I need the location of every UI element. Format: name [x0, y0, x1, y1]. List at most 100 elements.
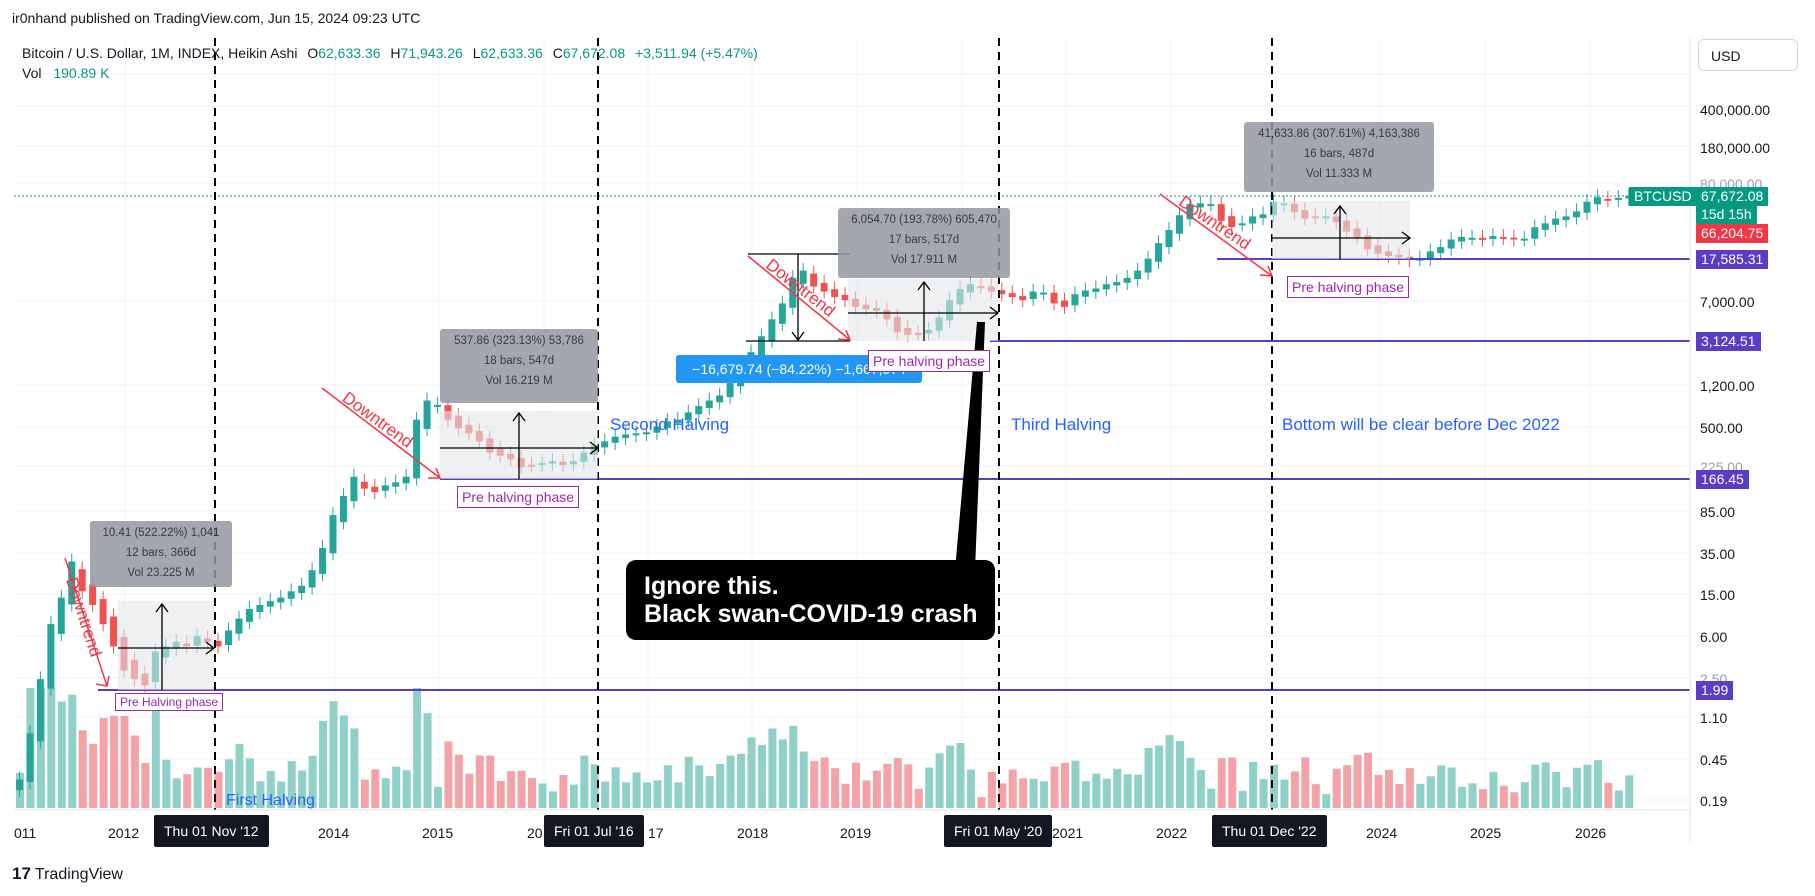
candle-body[interactable] [1217, 204, 1225, 221]
candle-body[interactable] [632, 433, 640, 436]
candle-body[interactable] [1029, 291, 1037, 300]
candle-body[interactable] [266, 601, 274, 607]
bottom-note-label[interactable]: Bottom will be clear before Dec 2022 [1282, 415, 1560, 434]
candle-body[interactable] [1604, 198, 1612, 201]
candle-body[interactable] [695, 406, 703, 415]
candle-body[interactable] [329, 515, 337, 554]
candle-body[interactable] [308, 570, 316, 588]
candle-body[interactable] [1228, 216, 1236, 228]
symbol-title[interactable]: Bitcoin / U.S. Dollar, 1M, INDEX, Heikin… [22, 45, 298, 61]
candle-body[interactable] [1458, 236, 1466, 242]
candle-body[interactable] [1489, 236, 1497, 240]
candle-body[interactable] [831, 289, 839, 298]
candle-body[interactable] [256, 604, 264, 612]
candle-body[interactable] [381, 485, 389, 491]
symbol-price-tag[interactable]: BTCUSD [1629, 187, 1697, 206]
candle-body[interactable] [1175, 215, 1183, 234]
candle-body[interactable] [1008, 293, 1016, 298]
candle-body[interactable] [214, 640, 222, 647]
candle-body[interactable] [350, 476, 358, 502]
candle-body[interactable] [1499, 236, 1507, 239]
candle-body[interactable] [1562, 216, 1570, 221]
candle-body[interactable] [26, 733, 34, 783]
measure-box-1[interactable]: 10.41 (522.22%) 1,041 12 bars, 366d Vol … [90, 521, 232, 587]
candle-body[interactable] [434, 404, 441, 407]
level-tag-3124[interactable]: 3,124.51 [1696, 332, 1761, 351]
candle-body[interactable] [601, 441, 609, 448]
candle-body[interactable] [1552, 218, 1560, 225]
candle-body[interactable] [68, 561, 76, 605]
candle-body[interactable] [705, 400, 713, 409]
candle-body[interactable] [1186, 204, 1194, 220]
level-tag-17585[interactable]: 17,585.31 [1696, 250, 1769, 269]
candle-body[interactable] [1144, 258, 1152, 273]
candle-body[interactable] [360, 481, 368, 489]
candle-body[interactable] [1249, 216, 1257, 224]
candle-body[interactable] [339, 495, 347, 523]
candle-body[interactable] [1165, 230, 1173, 248]
candle-body[interactable] [684, 412, 692, 421]
candle-body[interactable] [57, 597, 65, 634]
range-shade-4[interactable] [1272, 201, 1410, 259]
volume-legend[interactable]: Vol 190.89 K [22, 65, 109, 81]
pre-halving-label-4[interactable]: Pre halving phase [1287, 276, 1410, 298]
candle-body[interactable] [820, 282, 828, 292]
currency-button[interactable]: USD [1698, 39, 1798, 71]
candle-body[interactable] [810, 273, 818, 287]
candle-body[interactable] [663, 421, 671, 428]
candle-body[interactable] [778, 303, 786, 324]
covid-callout[interactable]: Ignore this. Black swan-COVID-19 crash [626, 560, 996, 640]
candle-body[interactable] [1468, 237, 1476, 240]
candle-body[interactable] [1113, 282, 1121, 286]
candle-body[interactable] [1207, 204, 1215, 207]
candle-body[interactable] [110, 616, 118, 647]
candle-body[interactable] [768, 319, 776, 341]
range-shade-1[interactable] [118, 601, 214, 690]
candle-body[interactable] [89, 584, 97, 605]
level-tag-1-99[interactable]: 1.99 [1696, 681, 1734, 700]
candle-body[interactable] [611, 436, 619, 443]
candle-body[interactable] [1479, 237, 1486, 240]
candle-body[interactable] [47, 624, 55, 689]
third-halving-label[interactable]: Third Halving [1011, 415, 1112, 434]
candle-body[interactable] [1123, 277, 1131, 283]
candle-body[interactable] [16, 779, 23, 791]
candle-body[interactable] [392, 482, 400, 487]
candle-body[interactable] [1583, 201, 1591, 213]
candle-body[interactable] [653, 426, 661, 433]
level-tag-166[interactable]: 166.45 [1696, 470, 1749, 489]
pre-halving-label-2[interactable]: Pre halving phase [457, 486, 580, 508]
first-halving-label[interactable]: First Halving [226, 792, 315, 809]
candle-body[interactable] [413, 419, 421, 479]
candle-body[interactable] [1541, 223, 1549, 230]
candle-body[interactable] [757, 336, 765, 357]
candle-body[interactable] [716, 395, 724, 403]
date-badge[interactable]: Fri 01 May '20 [944, 815, 1053, 847]
second-halving-label[interactable]: Second Halving [610, 415, 730, 434]
date-badge[interactable]: Thu 01 Nov '12 [154, 815, 269, 847]
candle-body[interactable] [277, 597, 285, 603]
candle-body[interactable] [1573, 211, 1581, 218]
candle-body[interactable] [1625, 196, 1633, 199]
candle-body[interactable] [423, 400, 431, 429]
date-badge[interactable]: Fri 01 Jul '16 [544, 815, 644, 847]
candle-body[interactable] [287, 591, 295, 599]
candle-body[interactable] [1447, 239, 1455, 249]
candle-body[interactable] [319, 547, 327, 574]
candle-body[interactable] [1614, 197, 1622, 200]
high-price-tag[interactable]: 66,204.75 [1696, 224, 1769, 243]
candle-body[interactable] [1081, 290, 1089, 297]
candle-body[interactable] [622, 434, 630, 439]
candle-body[interactable] [1520, 238, 1528, 241]
candle-body[interactable] [1134, 270, 1142, 280]
candle-body[interactable] [1155, 243, 1163, 262]
measure-box-3[interactable]: 6,054.70 (193.78%) 605,470 17 bars, 517d… [838, 208, 1010, 278]
pre-halving-label-1[interactable]: Pre Halving phase [115, 693, 224, 711]
measure-box-2[interactable]: 537.86 (323.13%) 53,786 18 bars, 547d Vo… [440, 329, 598, 403]
candle-body[interactable] [998, 290, 1006, 295]
candle-body[interactable] [298, 585, 306, 594]
tradingview-logo[interactable]: 17 TradingView [12, 864, 123, 884]
measure-box-4[interactable]: 41,633.86 (307.61%) 4,163,386 16 bars, 4… [1244, 122, 1434, 192]
candle-body[interactable] [78, 569, 86, 592]
candle-body[interactable] [1510, 237, 1518, 240]
